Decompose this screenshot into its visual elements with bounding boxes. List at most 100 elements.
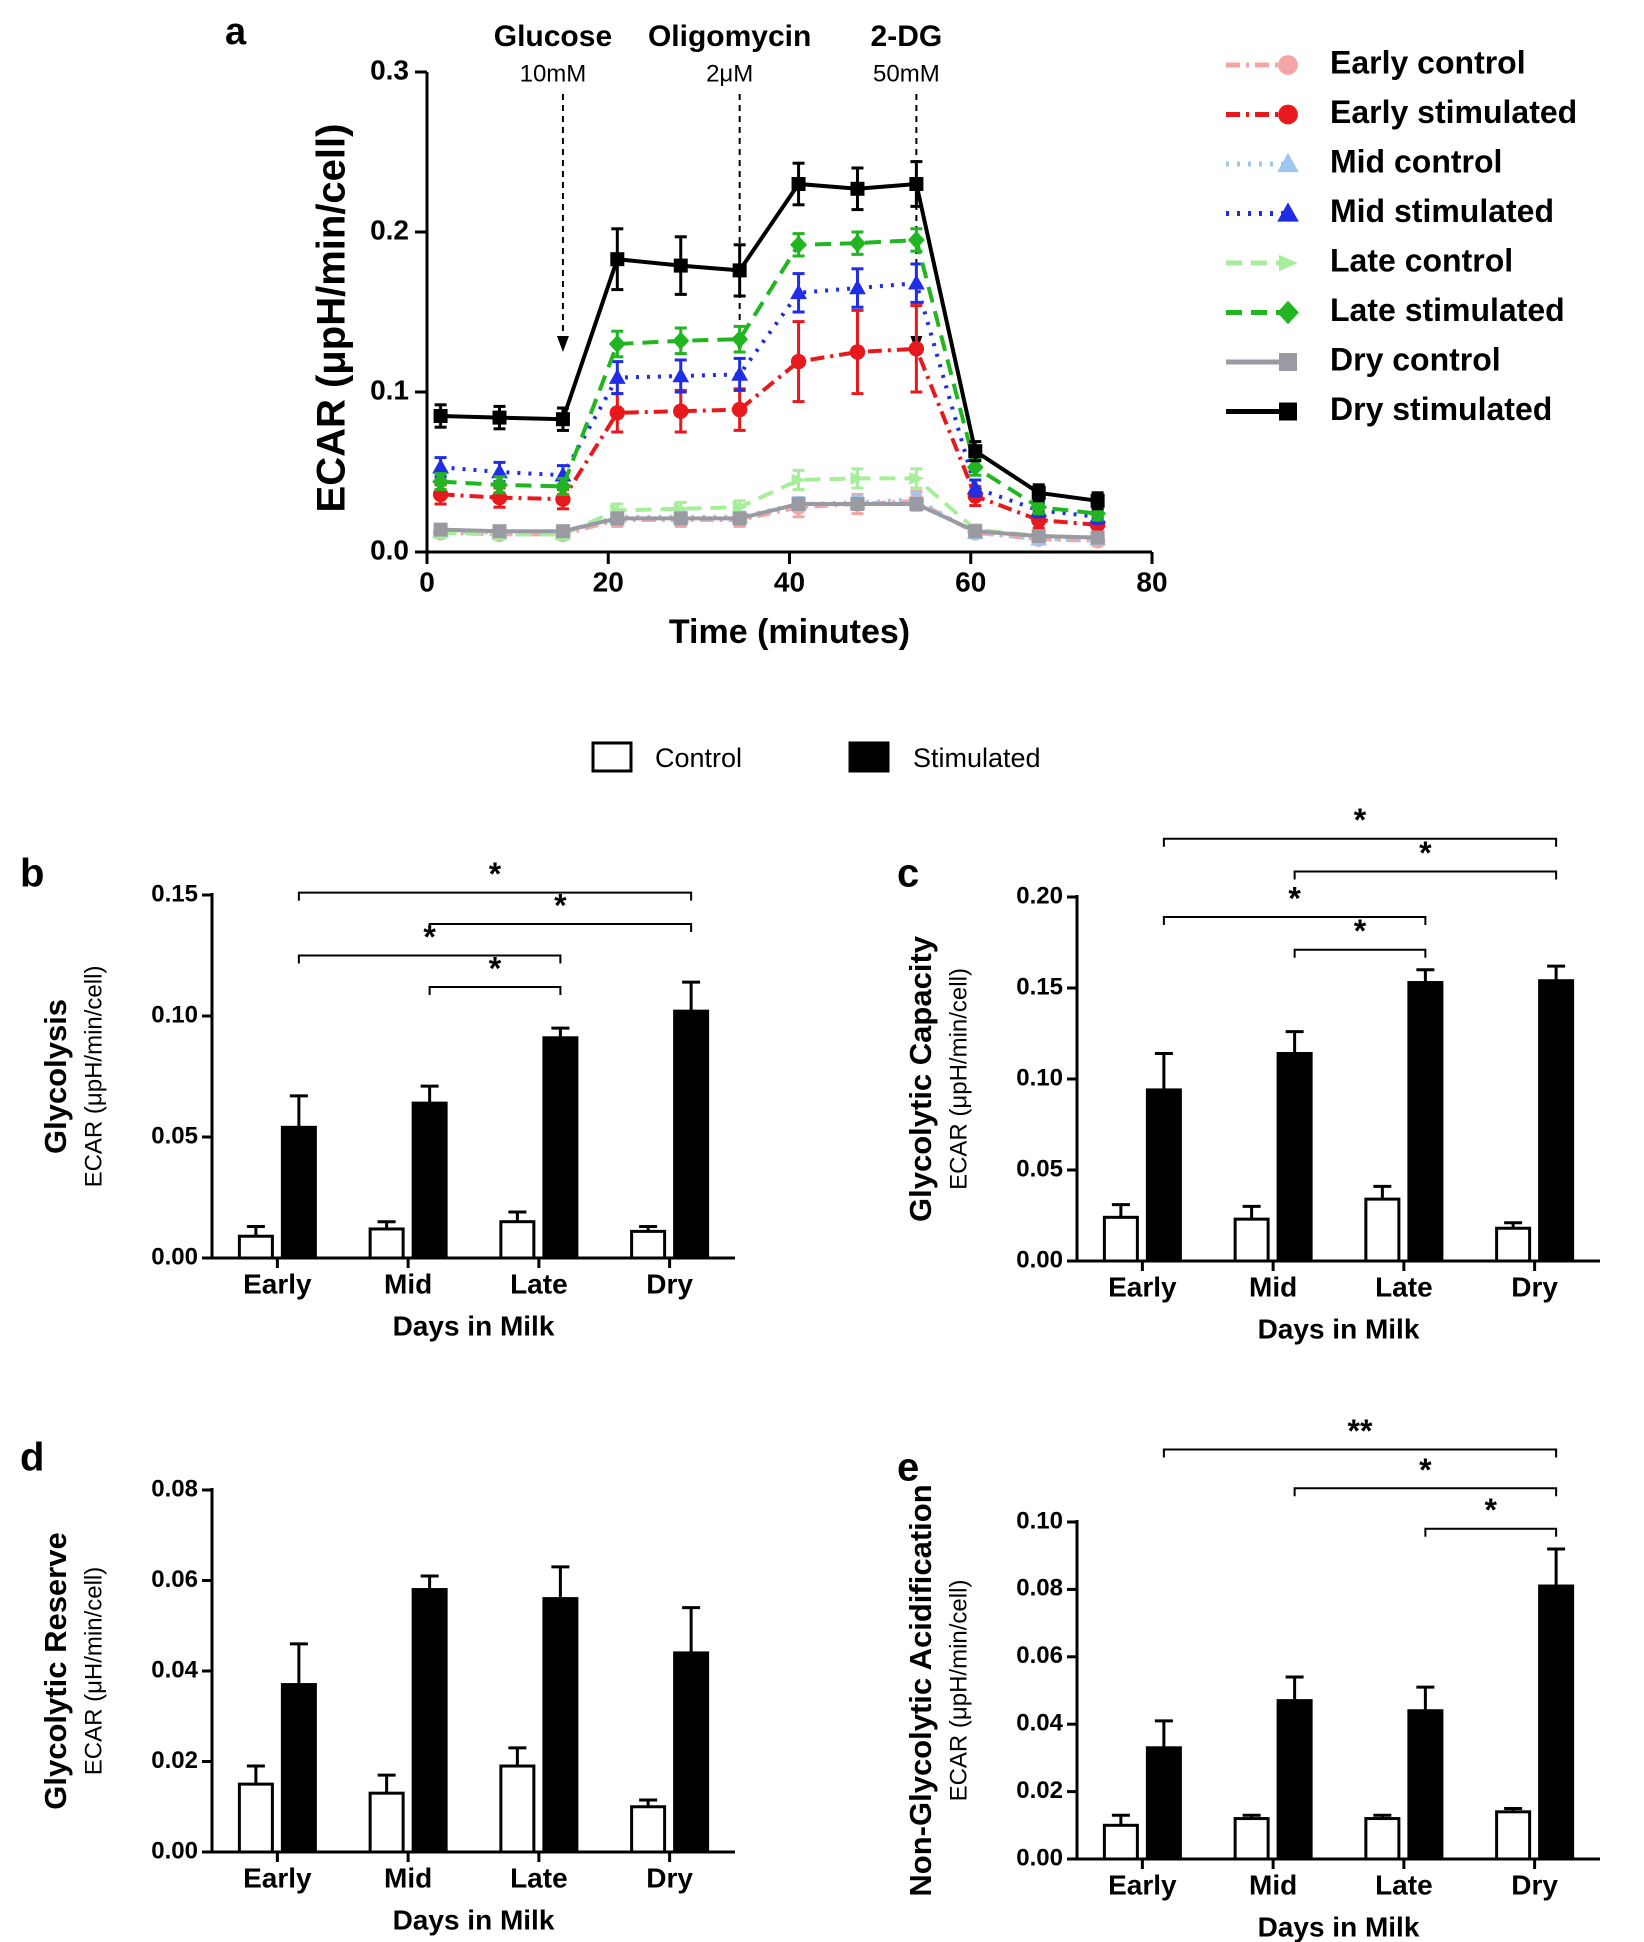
bar-control-early [1102,1823,1139,1861]
data-point [908,341,925,357]
data-point [1031,485,1046,500]
significance-bracket [1162,1448,1558,1458]
y-tick-label: 0.08 [1016,1575,1063,1602]
legend-marker [1277,152,1299,173]
significance-bracket [297,954,562,964]
data-point [491,475,508,494]
data-point [790,284,807,300]
data-point [732,500,748,514]
data-point [610,252,625,267]
significance-label: * [1485,1492,1498,1528]
legend-label: Early control [1330,44,1526,80]
legend-label: Mid control [1330,143,1502,179]
data-point [849,234,866,253]
x-tick-label: Late [510,1862,568,1893]
data-point [966,479,984,495]
series-dry-stimulated [433,160,1105,511]
y-axis-label: ECAR (μpH/min/cell) [310,124,354,513]
panel-a-label: a [225,11,247,53]
x-tick-label: 0 [419,566,435,597]
significance-label: * [423,919,436,955]
significance-label: * [489,856,502,892]
y-tick-label: 0.10 [151,1001,198,1028]
y-tick-label: 0.06 [1016,1642,1063,1669]
panel-c: c 0.00 0.05 0.10 0.15 0.20 Glycolytic Capacity… [897,802,1600,1344]
bar-stimulated-dry [1538,1584,1575,1861]
legend-marker [1277,202,1299,222]
bar-stimulated-early [280,1125,317,1260]
y-tick-label: 0.15 [1016,973,1063,1000]
bar-control-late [1364,1817,1401,1861]
legend-marker [1279,402,1297,421]
legend-control-swatch [591,741,633,773]
bar-legend: Control Stimulated [591,741,1041,773]
bar-stimulated-early [1145,1088,1182,1263]
data-point [608,368,626,384]
x-tick-label: Mid [1249,1869,1297,1900]
data-point [1031,529,1046,543]
x-tick-label: Mid [1249,1271,1297,1302]
bar-stimulated-dry [673,1651,710,1854]
data-point [790,235,807,254]
x-tick-label: 60 [955,566,986,597]
panel-b-label: b [20,852,44,896]
data-point [492,524,507,539]
data-point [966,458,984,477]
legend-marker [1277,300,1299,325]
legend-stimulated-swatch [848,741,890,773]
x-tick-label: Mid [384,1862,432,1893]
y-tick-label: 0.00 [151,1243,198,1270]
data-point [1030,498,1048,517]
y-tick-label: 0.04 [1016,1710,1063,1737]
data-point [432,458,449,474]
legend-label: Mid stimulated [1330,193,1554,229]
bar-stimulated-mid [411,1101,448,1260]
bar-stimulated-late [1407,981,1444,1263]
panel-title: Glycolytic Capacity [903,935,938,1222]
data-point [732,511,747,526]
significance-bracket [1293,1487,1558,1497]
data-point [909,472,925,485]
panel-e-label: e [897,1446,919,1490]
bar-stimulated-mid [411,1588,448,1854]
data-point [731,401,748,418]
x-axis-label: Days in Milk [1258,1313,1420,1344]
data-point [491,463,508,479]
legend-control-label: Control [655,743,742,773]
line-legend: Early control Early stimulated Mid control… [1226,44,1577,427]
panel-c-label: c [897,852,919,896]
bar-control-dry [1495,1226,1532,1263]
data-point [555,412,570,427]
data-point [608,334,626,354]
x-tick-label: Late [510,1268,568,1299]
injection-name: 2-DG [871,20,943,53]
bar-control-mid [368,1791,405,1854]
legend-marker [1279,254,1298,272]
legend-marker [1279,353,1297,371]
x-axis-label: Days in Milk [1258,1911,1420,1942]
y-tick-label: 0.04 [151,1656,198,1683]
x-axis-label: Days in Milk [393,1904,555,1935]
y-tick-label: 0.10 [1016,1064,1063,1091]
y-tick-label: 0.00 [1016,1246,1063,1273]
significance-bracket [1293,948,1427,958]
x-tick-label: 80 [1136,566,1167,597]
y-tick-label: 0.02 [1016,1777,1063,1804]
x-tick-label: Dry [1511,1869,1558,1900]
x-tick-label: Dry [646,1862,693,1893]
bar-control-early [237,1234,274,1260]
panel-a: a 0.0 0.1 0.2 0.3 0 20 40 60 80 Time (minutes) ECAR… [225,11,1577,651]
data-point [610,511,625,526]
bar-control-late [1364,1197,1401,1263]
panel-e: e 0.00 0.02 0.04 0.06 0.08 0.10 Non-Glycolytic … [897,1413,1600,1942]
data-point [673,258,688,273]
significance-bracket [1162,916,1427,926]
series-line [440,281,1098,519]
x-axis-label: Days in Milk [393,1310,555,1341]
y-tick-label: 0.1 [370,374,409,405]
bar-stimulated-early [280,1683,317,1854]
y-tick-label: 0.2 [370,214,409,245]
bar-control-mid [1233,1817,1270,1861]
significance-label: * [1419,1452,1432,1488]
data-point [907,274,925,290]
